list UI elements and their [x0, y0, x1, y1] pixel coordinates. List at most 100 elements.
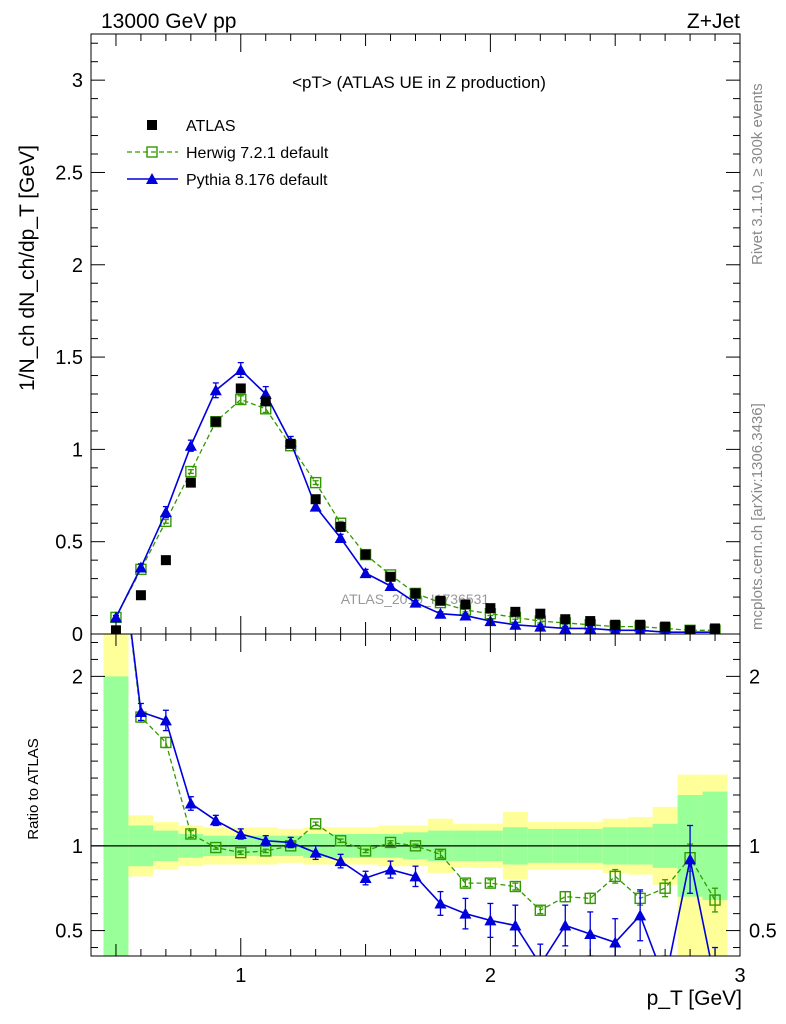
pythia-point [409, 870, 422, 882]
pythia-point [309, 500, 322, 512]
pythia-point [259, 834, 272, 846]
herwig-point [409, 840, 422, 852]
atlas-data-point [635, 619, 646, 630]
herwig-point [146, 146, 158, 158]
herwig-point [160, 736, 172, 749]
x-tick-label: 1 [235, 965, 246, 987]
x-axis-label: p_T [GeV] [647, 987, 742, 1010]
legend-label: Pythia 8.176 default [186, 172, 328, 189]
axes: 00.511.522.531 2 30.5 0.51 12 2 [55, 34, 777, 987]
main-y-tick-label: 2.5 [55, 162, 83, 184]
atlas-data-point [510, 606, 521, 617]
pythia-point [684, 853, 697, 865]
plot-title: <pT> (ATLAS UE in Z production) [292, 73, 546, 92]
herwig-point [185, 828, 197, 840]
main-y-tick-label: 1.5 [55, 347, 83, 369]
herwig-point [659, 882, 671, 894]
pythia-point [134, 705, 147, 717]
pythia-point [559, 919, 572, 931]
pythia-point [159, 714, 172, 726]
atlas-data-point [485, 603, 496, 614]
herwig-point [484, 877, 497, 889]
pythia-point [434, 607, 447, 619]
herwig-point [459, 877, 472, 889]
ratio-uncertainty-bands [103, 634, 728, 956]
pythia-point [159, 506, 172, 518]
atlas-data-point [335, 521, 346, 532]
atlas-data-point [385, 571, 396, 582]
pythia-point [384, 863, 397, 875]
atlas-data-point [260, 396, 271, 407]
legend: ATLAS Herwig 7.2.1 default Pythia 8.176 de… [127, 118, 329, 189]
herwig-point [235, 846, 247, 859]
herwig-point [309, 476, 322, 489]
pythia-point [234, 364, 247, 375]
herwig-point [609, 870, 621, 883]
pythia-point [259, 388, 272, 399]
herwig-point [434, 848, 447, 861]
pythia-point [459, 609, 472, 621]
pythia-point [146, 173, 158, 184]
atlas-data-point [660, 621, 671, 632]
atlas-data-point [310, 494, 321, 505]
pythia-point [509, 618, 522, 630]
legend-label: Herwig 7.2.1 default [186, 145, 329, 162]
herwig-point [509, 880, 522, 893]
atlas-data-point [360, 549, 371, 560]
legend-label: ATLAS [186, 118, 236, 135]
process-label: Z+Jet [687, 10, 740, 33]
ratio-y-tick-label-right: 0.5 [749, 921, 777, 943]
pythia-point [534, 620, 547, 632]
herwig-point [210, 841, 222, 854]
herwig-point [709, 894, 721, 906]
pythia-point [234, 827, 247, 839]
pythia-point [434, 897, 447, 909]
pythia-point [609, 936, 622, 948]
atlas-data-point [585, 616, 596, 627]
pythia-point [209, 814, 222, 826]
herwig-point [185, 465, 197, 478]
herwig-point [559, 890, 571, 903]
pythia-point [309, 846, 322, 858]
ratio-y-tick-label-right: 1 [749, 836, 760, 858]
pythia-point [509, 919, 522, 931]
herwig-point [584, 892, 596, 905]
atlas-data-point [460, 599, 471, 610]
pythia-point [634, 909, 647, 921]
x-tick-label: 3 [734, 965, 745, 987]
rivet-version-label: Rivet 3.1.10, ≥ 300k events [749, 83, 766, 265]
pythia-point [359, 567, 372, 579]
herwig-point [384, 836, 397, 849]
ratio-y-tick-label: 1 [72, 836, 83, 858]
ratio-panel-content [91, 634, 740, 956]
atlas-data-point [285, 438, 296, 449]
herwig-point [359, 845, 372, 857]
atlas-data-point [535, 608, 546, 619]
ratio-y-tick-label: 2 [72, 666, 83, 688]
atlas-data-point [135, 590, 146, 601]
ratio-y-tick-label-right: 2 [749, 666, 760, 688]
atlas-data-point [410, 588, 421, 599]
ratio-y-axis-label: Ratio to ATLAS [25, 738, 42, 839]
atlas-data-point [235, 383, 246, 394]
pythia-point [284, 836, 297, 848]
herwig-point [534, 904, 547, 916]
pythia-point [184, 797, 197, 809]
legend-item: Herwig 7.2.1 default [127, 145, 329, 162]
atlas-data-point [147, 120, 157, 130]
pythia-point [209, 384, 222, 396]
legend-item: ATLAS [147, 118, 236, 135]
pythia-point [384, 580, 397, 591]
atlas-data-point [185, 477, 196, 488]
pythia-point [484, 914, 497, 926]
main-y-tick-label: 3 [72, 70, 83, 92]
herwig-point [334, 835, 347, 847]
pythia-ratio-line [130, 634, 711, 956]
main-panel-content [109, 361, 721, 634]
energy-label: 13000 GeV pp [101, 10, 236, 33]
atlas-data-point [560, 614, 571, 625]
mcplots-label: mcplots.cern.ch [arXiv:1306.3436] [749, 403, 766, 630]
pythia-point [334, 532, 347, 543]
legend-item: Pythia 8.176 default [127, 172, 328, 189]
